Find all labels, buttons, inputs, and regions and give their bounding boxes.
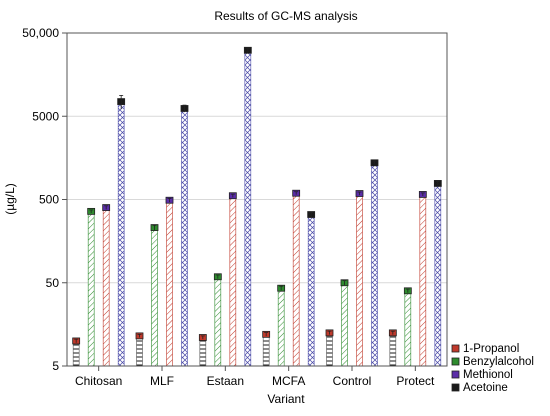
bar (151, 227, 158, 367)
legend-label: 1-Propanol (463, 343, 519, 355)
y-axis-title: (µg/L) (3, 183, 17, 215)
y-tick-label: 500 (39, 193, 59, 207)
bar (166, 199, 173, 367)
bar (229, 195, 237, 367)
bar (117, 101, 125, 367)
bar (87, 211, 95, 367)
bar (199, 337, 207, 367)
bar (356, 193, 363, 367)
y-tick-label: 50 (46, 276, 60, 290)
grid-lines (67, 115, 447, 284)
bar (307, 214, 315, 367)
bar (72, 340, 80, 367)
bar (292, 192, 300, 367)
bar (434, 183, 442, 367)
x-axis-title: Variant (267, 392, 305, 406)
bar (371, 162, 378, 367)
y-axis-ticks: 5 50 500 5000 50,000 (22, 26, 67, 373)
bars (72, 46, 442, 367)
bar (181, 108, 188, 367)
bar (404, 290, 412, 367)
bar (214, 276, 222, 367)
legend-swatch (451, 383, 460, 392)
bar (389, 332, 397, 367)
x-axis-ticks: Chitosan MLF Estaan MCFA Control Protect (75, 366, 435, 388)
bar (262, 334, 270, 367)
legend-label: Benzylalcohol (463, 356, 534, 368)
x-tick-label: MCFA (272, 374, 305, 388)
y-tick-label: 5000 (32, 109, 59, 123)
legend-label: Methionol (463, 369, 513, 381)
y-tick-label: 5 (52, 359, 59, 373)
x-tick-label: Estaan (207, 374, 244, 388)
bar (277, 287, 285, 367)
legend-swatch (451, 370, 460, 379)
chart-title: Results of GC-MS analysis (214, 9, 357, 23)
bar (136, 335, 143, 367)
bar (326, 332, 333, 367)
legend-swatch (451, 357, 460, 366)
x-tick-label: Protect (396, 374, 435, 388)
x-tick-label: Control (333, 374, 372, 388)
bar (244, 49, 252, 367)
y-tick-label: 50,000 (22, 26, 59, 40)
bar (341, 282, 348, 367)
legend-swatch (451, 344, 460, 353)
x-tick-label: MLF (150, 374, 174, 388)
x-tick-label: Chitosan (75, 374, 122, 388)
bar (419, 194, 427, 367)
legend-label: Acetoine (463, 382, 508, 394)
bar (102, 207, 110, 367)
